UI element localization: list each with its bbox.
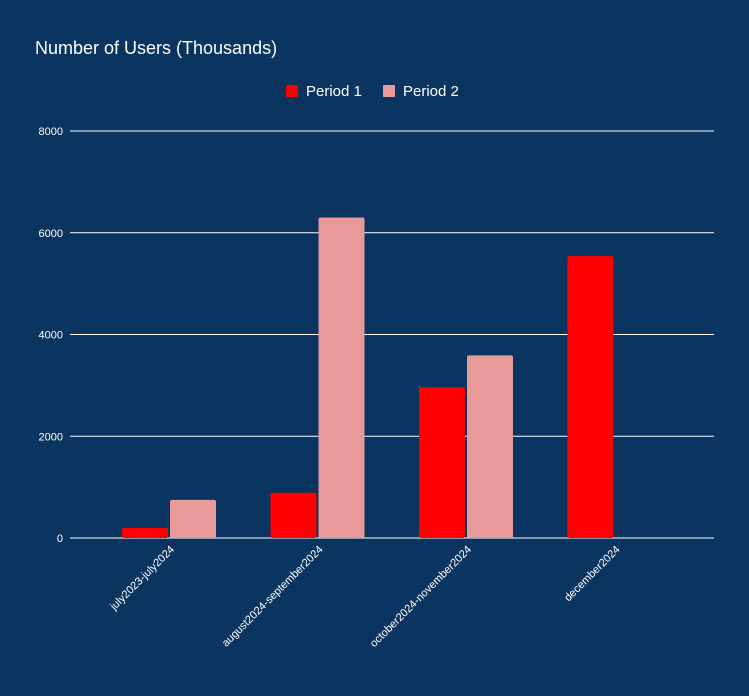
bar <box>467 355 513 538</box>
bar <box>270 492 317 538</box>
y-tick-label: 8000 <box>39 126 63 138</box>
bar <box>170 499 216 538</box>
x-tick-label: october2024-november2024 <box>368 544 474 650</box>
y-tick-label: 6000 <box>39 228 63 240</box>
x-tick-label: august2024-september2024 <box>220 544 326 650</box>
x-tick-label: december2024 <box>562 544 622 604</box>
y-tick-label: 0 <box>57 533 63 545</box>
y-tick-label: 2000 <box>39 431 63 443</box>
legend: Period 1 Period 2 <box>286 83 459 100</box>
bar <box>122 527 168 538</box>
legend-label: Period 1 <box>306 83 362 100</box>
y-tick-label: 4000 <box>39 330 63 342</box>
bar <box>567 256 614 538</box>
bar <box>419 387 465 538</box>
legend-swatch <box>383 85 395 97</box>
x-tick-label: july2023-july2024 <box>107 544 177 614</box>
bar <box>318 217 365 539</box>
chart-title: Number of Users (Thousands) <box>35 38 277 58</box>
legend-label: Period 2 <box>403 83 459 100</box>
legend-swatch <box>286 85 298 97</box>
